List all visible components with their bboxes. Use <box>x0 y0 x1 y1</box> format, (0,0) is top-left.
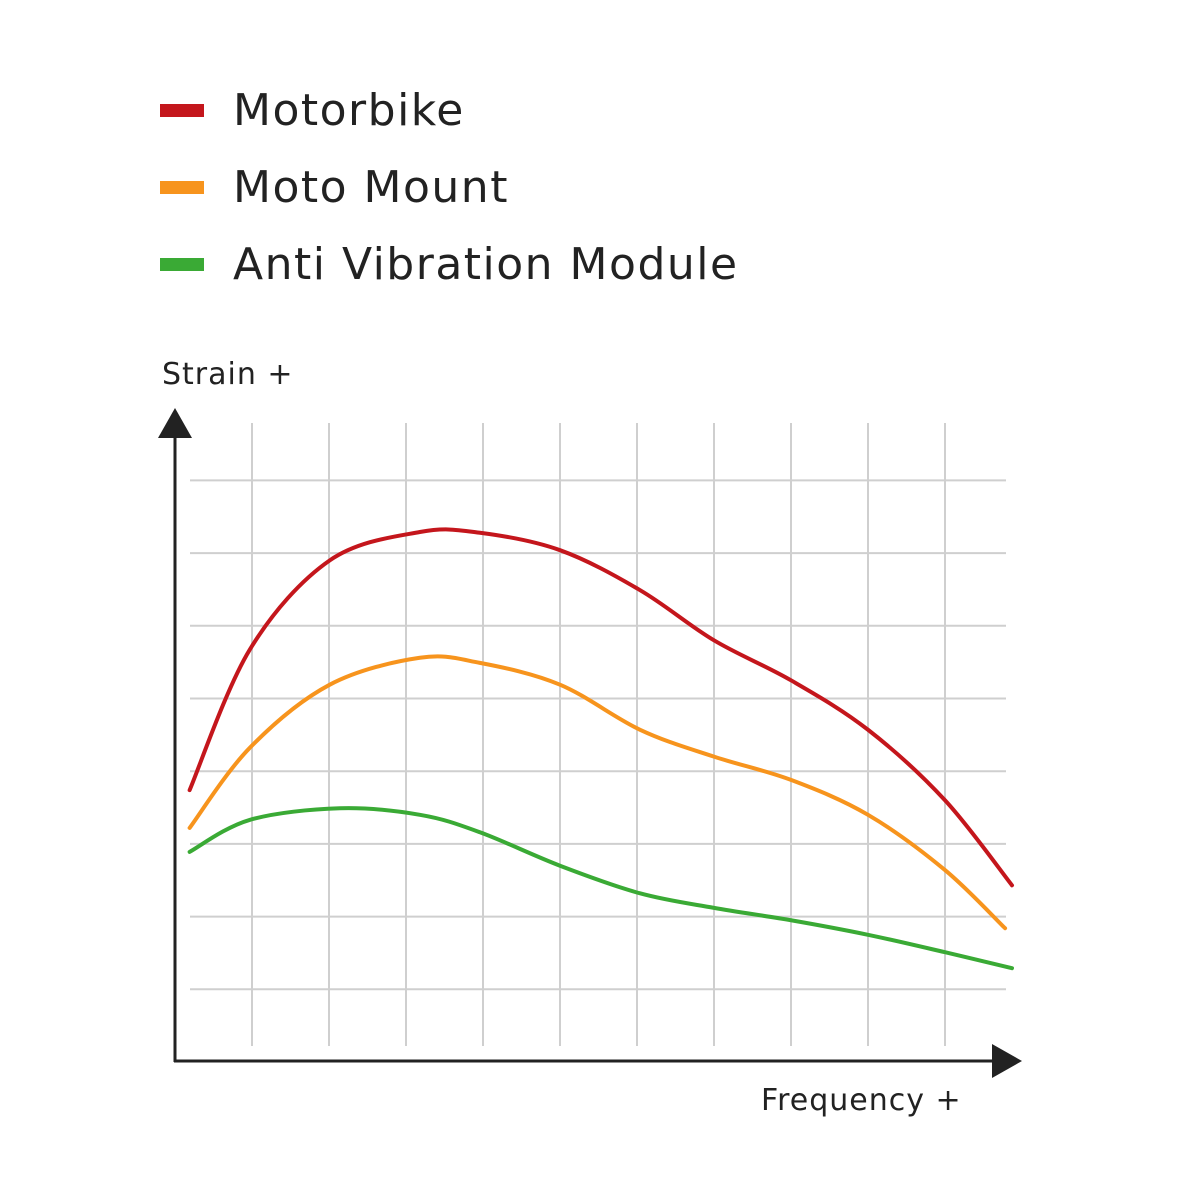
x-axis-label: Frequency + <box>761 1083 962 1118</box>
legend-item-moto-mount: Moto Mount <box>160 149 739 226</box>
legend-label: Motorbike <box>233 85 465 136</box>
legend-swatch <box>160 258 204 271</box>
legend-swatch <box>160 104 204 117</box>
grid <box>190 423 1006 1046</box>
series-line-moto-mount <box>187 654 1008 931</box>
legend-label: Moto Mount <box>233 162 509 213</box>
series-lines <box>187 527 1014 971</box>
series-line-motorbike <box>187 527 1014 888</box>
legend-item-anti-vibration-module: Anti Vibration Module <box>160 226 739 303</box>
axes <box>158 408 1022 1078</box>
y-axis-label: Strain + <box>162 357 294 392</box>
legend-label: Anti Vibration Module <box>233 239 739 290</box>
legend-swatch <box>160 181 204 194</box>
legend: Motorbike Moto Mount Anti Vibration Modu… <box>160 72 739 303</box>
series-line-anti-vibration-module <box>187 806 1014 971</box>
x-axis-arrow <box>992 1044 1022 1078</box>
legend-item-motorbike: Motorbike <box>160 72 739 149</box>
y-axis-arrow <box>158 408 192 438</box>
